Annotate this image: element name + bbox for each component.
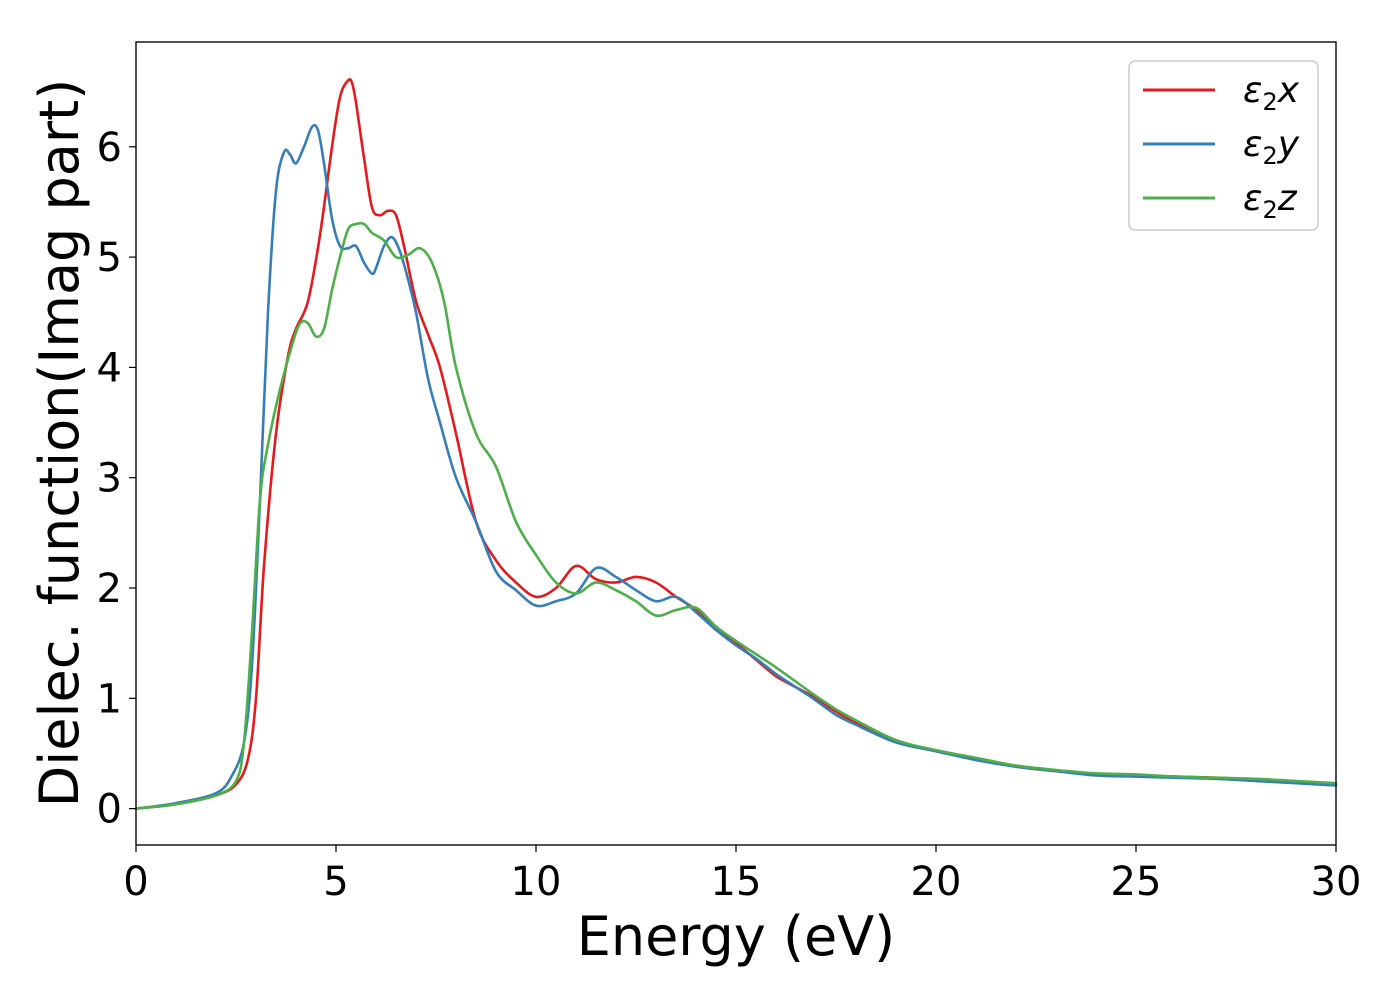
y-tick-label: 3: [97, 456, 122, 502]
x-tick-label: 0: [123, 859, 148, 905]
y-tick-label: 6: [97, 125, 122, 171]
y-tick-label: 5: [97, 235, 122, 281]
x-axis: 0 5 10 15 20 25 30: [123, 845, 1361, 905]
legend: ε2x ε2y ε2z: [1128, 60, 1319, 231]
series-line-z: [134, 221, 1338, 810]
series-layer: [134, 78, 1338, 810]
x-tick-label: 30: [1311, 859, 1362, 905]
legend-label-y: ε2y: [1243, 124, 1300, 170]
legend-items: ε2x ε2y ε2z: [1143, 70, 1300, 224]
y-tick-label: 2: [97, 566, 122, 612]
series-line-y: [134, 123, 1338, 810]
legend-label-z: ε2z: [1243, 178, 1298, 224]
y-axis: 0 1 2 3 4 5 6: [97, 125, 136, 833]
y-tick-label: 4: [97, 345, 122, 391]
y-tick-label: 1: [97, 676, 122, 722]
x-tick-label: 10: [511, 859, 562, 905]
x-axis-label: Energy (eV): [577, 905, 896, 968]
x-tick-label: 5: [323, 859, 348, 905]
y-tick-label: 0: [97, 787, 122, 833]
x-tick-label: 20: [911, 859, 962, 905]
legend-label-x: ε2x: [1243, 70, 1300, 116]
y-axis-label: Dielec. function(Imag part): [28, 79, 91, 808]
x-tick-label: 15: [711, 859, 762, 905]
x-tick-label: 25: [1111, 859, 1162, 905]
legend-box: [1128, 60, 1319, 231]
